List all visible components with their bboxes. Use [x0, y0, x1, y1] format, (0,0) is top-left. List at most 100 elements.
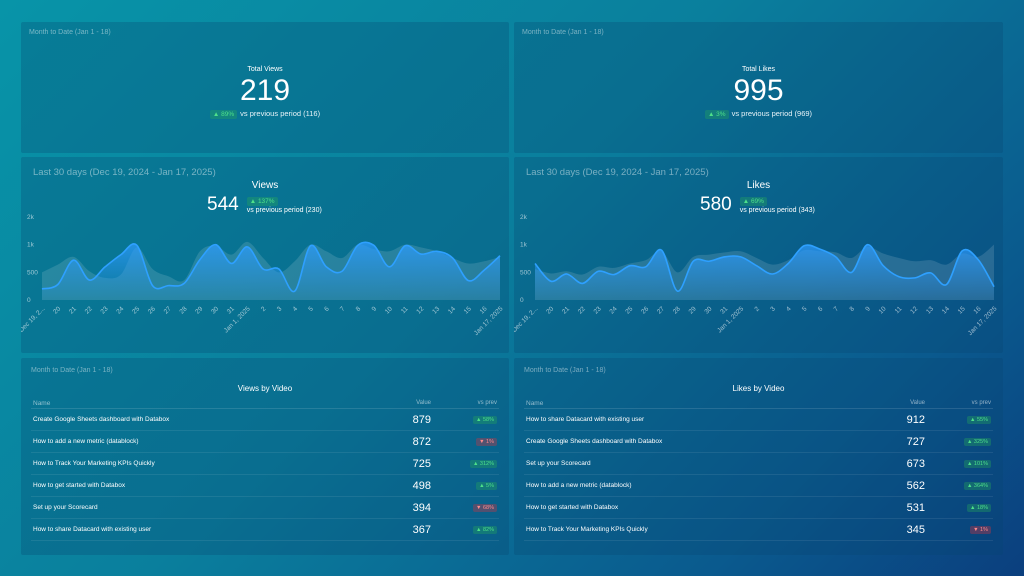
- table-row[interactable]: Create Google Sheets dashboard with Data…: [31, 409, 499, 431]
- table-row[interactable]: How to add a new metric (datablock) 872 ▼ …: [31, 431, 499, 453]
- table-row[interactable]: Set up your Scorecard 394 ▼ 68%: [31, 497, 499, 519]
- table-title: Views by Video: [237, 384, 293, 393]
- x-tick-label: 26: [147, 305, 157, 315]
- series-line[interactable]: [534, 243, 995, 292]
- row-value: 872: [412, 435, 431, 448]
- x-tick-label: 24: [115, 305, 125, 315]
- x-tick-label: 12: [909, 305, 919, 315]
- x-tick-label: 20: [545, 305, 555, 315]
- x-tick-label: 13: [925, 305, 935, 315]
- row-value: 394: [412, 501, 431, 514]
- kpi-compare: ▲ 89% vs previous period (116): [21, 109, 509, 119]
- kpi-panel-views: Month to Date (Jan 1 - 18) Total Views 2…: [21, 22, 509, 153]
- x-tick-label: 27: [163, 305, 173, 315]
- table-header: Name Value vs prev: [31, 398, 499, 409]
- change-badge: ▲ 82%: [473, 525, 497, 534]
- period-label: Month to Date (Jan 1 - 18): [29, 29, 111, 36]
- row-change: ▲ 5%: [431, 481, 499, 490]
- row-value: 367: [412, 523, 431, 536]
- row-name: Set up your Scorecard: [526, 460, 591, 467]
- change-badge: ▲ 3%: [704, 110, 729, 119]
- x-tick-label: 12: [415, 305, 425, 315]
- x-tick-label: 23: [593, 305, 603, 315]
- table-header: Name Value vs prev: [524, 398, 993, 409]
- x-tick-label: 23: [100, 305, 110, 315]
- change-badge: ▼ 68%: [473, 503, 497, 512]
- period-label: Month to Date (Jan 1 - 18): [524, 367, 606, 374]
- col-name: Name: [33, 399, 51, 407]
- change-badge: ▲ 55%: [967, 415, 991, 424]
- col-value: Value: [416, 400, 431, 406]
- compare-text: vs previous period (969): [731, 109, 813, 118]
- line-panel-likes: Last 30 days (Dec 19, 2024 - Jan 17, 202…: [514, 157, 1003, 353]
- table-row[interactable]: How to Track Your Marketing KPIs Quickly…: [31, 453, 499, 475]
- table-row[interactable]: How to share Datacard with existing user…: [31, 519, 499, 541]
- y-tick-label: 500: [27, 269, 38, 276]
- x-tick-label: Jan 17, 2025: [473, 305, 505, 337]
- period-label: Month to Date (Jan 1 - 18): [31, 367, 113, 374]
- x-tick-label: 9: [864, 305, 872, 313]
- compare-text: vs previous period (343): [739, 206, 815, 214]
- change-badge: ▼ 1%: [476, 437, 497, 446]
- x-tick-label: 6: [817, 305, 825, 313]
- x-tick-label: 8: [355, 305, 363, 313]
- table-row[interactable]: How to get started with Databox 531 ▲ 18%: [524, 497, 993, 519]
- x-tick-label: 29: [194, 305, 204, 315]
- table-row[interactable]: Set up your Scorecard 673 ▲ 101%: [524, 453, 993, 475]
- x-tick-label: 13: [431, 305, 441, 315]
- change-badge: ▲ 58%: [473, 415, 497, 424]
- x-tick-label: 26: [640, 305, 650, 315]
- y-tick-label: 0: [27, 297, 31, 304]
- x-tick-label: 30: [210, 305, 220, 315]
- y-tick-label: 500: [520, 269, 531, 276]
- change-badge: ▲ 18%: [967, 503, 991, 512]
- change-badge: ▲ 89%: [209, 110, 238, 119]
- row-name: Create Google Sheets dashboard with Data…: [33, 416, 170, 423]
- y-tick-label: 1k: [520, 242, 528, 249]
- likes-table: Name Value vs prev How to share Datacard…: [524, 398, 993, 541]
- table-row[interactable]: How to add a new metric (datablock) 562 ▲ …: [524, 475, 993, 497]
- series-line[interactable]: [41, 241, 501, 293]
- row-value: 725: [412, 457, 431, 470]
- change-badge: ▲ 5%: [476, 481, 497, 490]
- row-change: ▲ 312%: [431, 459, 499, 468]
- row-value: 727: [906, 435, 925, 448]
- row-change: ▼ 68%: [431, 503, 499, 512]
- series-area: [42, 242, 500, 300]
- x-tick-label: 5: [801, 305, 809, 313]
- row-change: ▲ 101%: [925, 459, 993, 468]
- x-tick-label: Dec 19, 2...: [21, 305, 47, 334]
- change-badge: ▼ 1%: [970, 525, 991, 534]
- chart-title: Views: [251, 180, 279, 191]
- table-row[interactable]: How to share Datacard with existing user…: [524, 409, 993, 431]
- x-tick-label: 28: [672, 305, 682, 315]
- row-name: How to get started with Databox: [33, 482, 126, 489]
- x-tick-label: 21: [561, 305, 571, 315]
- row-value: 345: [906, 523, 925, 536]
- x-tick-label: 30: [703, 305, 713, 315]
- period-label: Last 30 days (Dec 19, 2024 - Jan 17, 202…: [33, 167, 216, 178]
- row-change: ▲ 55%: [925, 415, 993, 424]
- change-badge: ▲ 364%: [963, 481, 991, 490]
- table-row[interactable]: How to Track Your Marketing KPIs Quickly…: [524, 519, 993, 541]
- x-tick-label: 25: [131, 305, 141, 315]
- kpi-compare: ▲ 3% vs previous period (969): [514, 109, 1003, 119]
- x-tick-label: 15: [463, 305, 473, 315]
- x-tick-label: 2: [260, 305, 268, 313]
- line-panel-views: Last 30 days (Dec 19, 2024 - Jan 17, 202…: [21, 157, 509, 353]
- x-tick-label: 10: [384, 305, 394, 315]
- col-prev: vs prev: [477, 400, 497, 406]
- row-change: ▲ 325%: [925, 437, 993, 446]
- x-tick-label: 21: [68, 305, 78, 315]
- row-name: How to add a new metric (datablock): [33, 438, 139, 445]
- table-row[interactable]: Create Google Sheets dashboard with Data…: [524, 431, 993, 453]
- row-name: Create Google Sheets dashboard with Data…: [526, 438, 663, 445]
- x-tick-label: 3: [769, 305, 777, 313]
- x-tick-label: 11: [894, 305, 904, 315]
- row-change: ▼ 1%: [925, 525, 993, 534]
- table-row[interactable]: How to get started with Databox 498 ▲ 5%: [31, 475, 499, 497]
- x-tick-label: 22: [84, 305, 94, 315]
- table-panel-likes: Month to Date (Jan 1 - 18) Likes by Vide…: [514, 358, 1003, 555]
